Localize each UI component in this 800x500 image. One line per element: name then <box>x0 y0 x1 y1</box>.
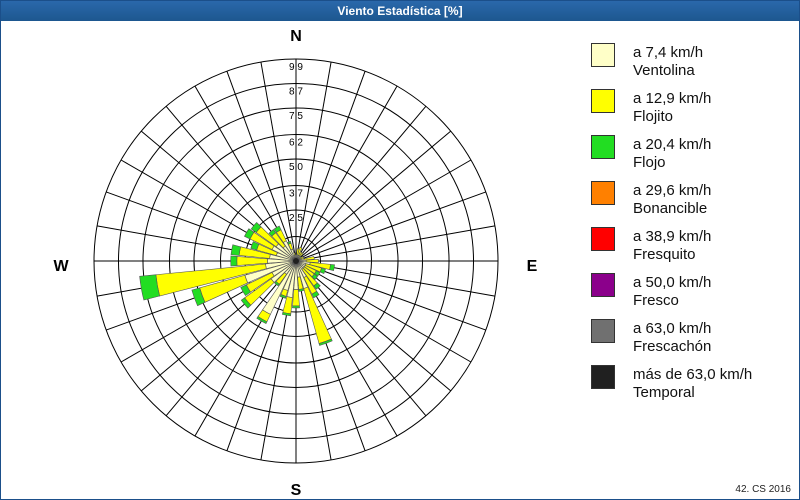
grid-spoke <box>295 260 486 331</box>
wind-bar-segment <box>274 280 280 287</box>
wind-bar-segment <box>273 225 282 233</box>
legend-range: más de 63,0 km/h <box>633 366 753 383</box>
grid-spoke <box>226 71 297 262</box>
wind-bar-segment <box>282 296 293 315</box>
wind-bar-segment <box>314 270 321 277</box>
grid-spoke <box>295 105 427 262</box>
legend-swatch <box>591 227 615 251</box>
wind-bar-segment <box>319 267 326 275</box>
legend-name: Flojo <box>633 154 666 171</box>
legend-swatch <box>591 89 615 113</box>
grid-spoke <box>295 260 332 461</box>
wind-bar-segment <box>287 240 292 245</box>
legend-range: a 63,0 km/h <box>633 320 712 337</box>
radial-labels: 2,5 3,7 5,0 6,2 7,5 8,7 9,9 <box>289 62 303 224</box>
wind-bar-segment <box>244 228 255 240</box>
wind-bar-segment <box>250 241 260 251</box>
wind-bar-segment <box>292 289 300 307</box>
legend-range: a 29,6 km/h <box>633 182 712 199</box>
wind-bar-segment <box>292 305 300 309</box>
wind-rose-chart: 2,5 3,7 5,0 6,2 7,5 8,7 9,9 N S E W <box>53 28 538 499</box>
wind-bar-segment <box>311 273 318 280</box>
radial-tick-label: 3,7 <box>289 189 303 200</box>
legend-item: a 50,0 km/h Fresco <box>591 271 791 317</box>
grid-spoke <box>295 71 366 262</box>
wind-bar-segment <box>279 294 287 299</box>
legend-name: Frescachón <box>633 338 712 355</box>
wind-bar-segment <box>297 246 303 256</box>
radial-tick-label: 2,5 <box>289 213 303 224</box>
legend-swatch <box>591 43 615 67</box>
wind-bar-segment <box>305 258 319 264</box>
wind-bar-segment <box>313 282 321 290</box>
grid-spoke <box>165 260 297 417</box>
legend-range: a 20,4 km/h <box>633 136 712 153</box>
calm-center <box>293 258 299 264</box>
grid-spoke <box>295 225 496 262</box>
radial-tick-label: 6,2 <box>289 137 303 148</box>
legend-item: a 29,6 km/h Bonancible <box>591 179 791 225</box>
legend-swatch <box>591 365 615 389</box>
legend-name: Flojito <box>633 108 674 125</box>
wind-bar-segment <box>256 316 268 324</box>
radial-tick-label: 9,9 <box>289 62 303 73</box>
legend-item: a 63,0 km/h Frescachón <box>591 317 791 363</box>
legend-name: Bonancible <box>633 200 708 217</box>
credit-text: 42. CS 2016 <box>735 484 791 495</box>
legend-range: a 38,9 km/h <box>633 228 712 245</box>
grid-spoke <box>295 191 486 262</box>
compass-west: W <box>53 258 69 275</box>
legend-name: Fresquito <box>633 246 696 263</box>
wind-bar-segment <box>230 255 238 267</box>
wind-bar-segment <box>250 222 262 233</box>
grid-spoke <box>260 61 297 262</box>
legend-swatch <box>591 181 615 205</box>
legend-item: a 7,4 km/h Ventolina <box>591 41 791 87</box>
legend-swatch <box>591 273 615 297</box>
wind-bar-segment <box>281 312 292 317</box>
legend-item: a 38,9 km/h Fresquito <box>591 225 791 271</box>
grid-spoke <box>295 61 332 262</box>
legend-name: Temporal <box>633 384 695 401</box>
radial-tick-label: 8,7 <box>289 86 303 97</box>
wind-bar-segment <box>230 244 242 256</box>
radial-tick-label: 5,0 <box>289 162 303 173</box>
legend-item: más de 63,0 km/h Temporal <box>591 363 791 409</box>
legend-name: Ventolina <box>633 62 695 79</box>
legend-range: a 50,0 km/h <box>633 274 712 291</box>
compass-south: S <box>291 482 302 499</box>
wind-bar-segment <box>191 287 206 307</box>
wind-bar-segment <box>318 338 333 346</box>
compass-north: N <box>290 28 302 45</box>
wind-bar-segment <box>329 264 335 272</box>
legend-item: a 20,4 km/h Flojo <box>591 133 791 179</box>
wind-bar-segment <box>298 288 304 292</box>
radial-tick-label: 7,5 <box>289 111 303 122</box>
grid-spoke <box>295 260 452 392</box>
wind-bar-segment <box>240 284 251 297</box>
legend-range: a 7,4 km/h <box>633 44 704 61</box>
legend-name: Fresco <box>633 292 679 309</box>
grid-spoke <box>295 130 452 262</box>
grid-spoke <box>295 260 472 363</box>
wind-bar-segment <box>268 229 277 237</box>
wind-bar-segment <box>293 252 296 256</box>
wind-bars <box>139 222 335 346</box>
legend-range: a 12,9 km/h <box>633 90 712 107</box>
wind-bar-segment <box>240 297 252 309</box>
window-title: Viento Estadística [%] <box>1 1 799 21</box>
wind-bar-segment <box>303 256 315 261</box>
wind-bar-segment <box>299 252 304 258</box>
grid-spoke <box>295 159 472 262</box>
grid-spoke <box>295 85 398 262</box>
wind-bar-segment <box>139 274 161 301</box>
legend-item: a 12,9 km/h Flojito <box>591 87 791 133</box>
legend-swatch <box>591 135 615 159</box>
wind-bar-segment <box>311 290 320 299</box>
compass-east: E <box>527 258 538 275</box>
legend: a 7,4 km/h Ventolina a 12,9 km/h Flojito… <box>591 41 791 409</box>
legend-swatch <box>591 319 615 343</box>
